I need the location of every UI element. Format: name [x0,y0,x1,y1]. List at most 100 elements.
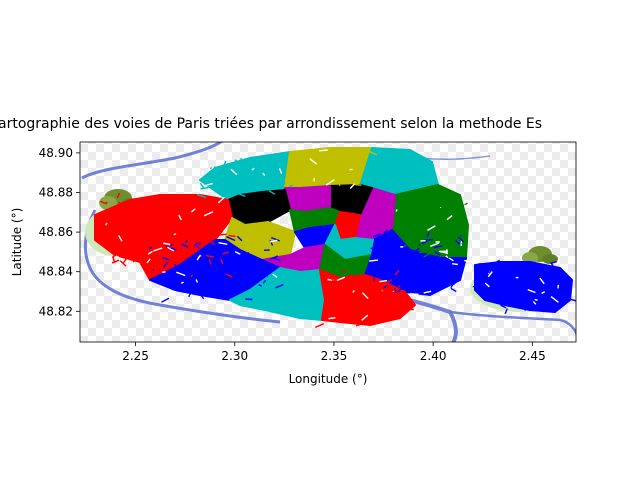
street-segment [199,293,205,300]
street-segment [170,243,174,247]
street-segment [193,286,201,292]
street-segment [332,276,337,281]
street-segment [361,314,369,321]
street-segment [459,221,466,226]
street-segment [146,258,151,264]
street-segment [434,250,441,256]
street-segment [371,319,378,322]
street-segment [548,273,558,277]
street-segment [539,292,545,298]
street-segment [218,242,228,245]
street-segment [397,198,405,205]
street-segment [334,177,344,184]
street-segment [472,285,476,288]
street-segment [269,239,278,243]
street-segment [263,179,272,184]
street-segment [115,255,120,259]
street-segment [238,193,246,198]
street-segment [210,266,216,273]
street-segment [435,255,444,260]
street-segment [180,281,184,284]
street-segment [170,247,177,251]
street-segment [418,240,428,246]
street-segment [228,291,237,296]
street-segment [354,167,365,173]
street-segment [132,256,137,263]
street-segment [245,251,250,256]
x-tick-label: 2.45 [519,349,546,363]
street-segment [389,248,393,254]
street-segment [188,292,192,298]
street-segment [349,183,356,189]
street-segment [262,172,266,177]
street-segment [436,280,442,285]
street-segment [428,290,435,295]
street-segment [355,322,363,327]
y-tick-label: 48.90 [39,146,73,160]
street-segment [488,289,494,295]
street-segment [251,167,255,171]
street-segment [268,171,274,177]
street-segment [162,271,166,273]
street-segment [348,170,352,177]
street-segment [344,313,354,321]
street-segment [206,184,215,190]
street-segment [507,301,513,308]
street-segment [399,269,404,275]
street-segment [288,184,293,188]
street-segment [226,164,230,171]
street-segment [499,280,505,287]
plot-frame [79,141,577,343]
street-segment [147,250,153,255]
street-segment [201,170,204,176]
street-segment [405,271,411,273]
street-segment [269,255,279,260]
street-segment [459,249,465,254]
street-segment [427,225,436,232]
street-segment [307,163,312,170]
street-segment [526,292,534,296]
street-segment [297,171,304,178]
street-segment [223,160,227,168]
x-tick-label: 2.40 [420,349,447,363]
street-segment [269,239,274,246]
street-segment [142,225,152,231]
street-segment [309,158,318,165]
y-tick-label: 48.86 [39,225,73,239]
street-segment [208,277,216,284]
street-segment [97,241,105,247]
street-segment [168,279,174,285]
street-segment [219,164,225,171]
street-segment [416,240,424,247]
street-segment [464,259,473,263]
street-segment [543,281,548,286]
street-segment [441,204,444,209]
street-segment [515,297,523,304]
street-segment [453,225,462,233]
street-segment [213,166,222,173]
street-segment [138,216,144,221]
street-segment [195,263,200,270]
street-segment [389,288,393,291]
y-axis: 48.82 48.84 48.86 48.88 48.90 [39,146,80,318]
street-segment [543,298,553,302]
street-segment [149,274,156,278]
street-segment [178,214,182,221]
street-segment [355,276,359,283]
street-segment [332,309,341,315]
street-segment [426,232,430,237]
street-segment [456,222,459,229]
street-segment [154,240,162,245]
street-segment [521,305,527,312]
street-segment [142,263,149,267]
street-segment [95,226,98,229]
street-segment [404,308,414,311]
street-segment [203,246,207,250]
street-segment [161,297,170,303]
street-segment [180,242,189,249]
street-segment [211,180,218,184]
chart-title: artographie des voies de Paris triées pa… [0,116,543,132]
street-segment [196,245,200,250]
street-segment [421,224,430,231]
street-segment [152,269,155,272]
